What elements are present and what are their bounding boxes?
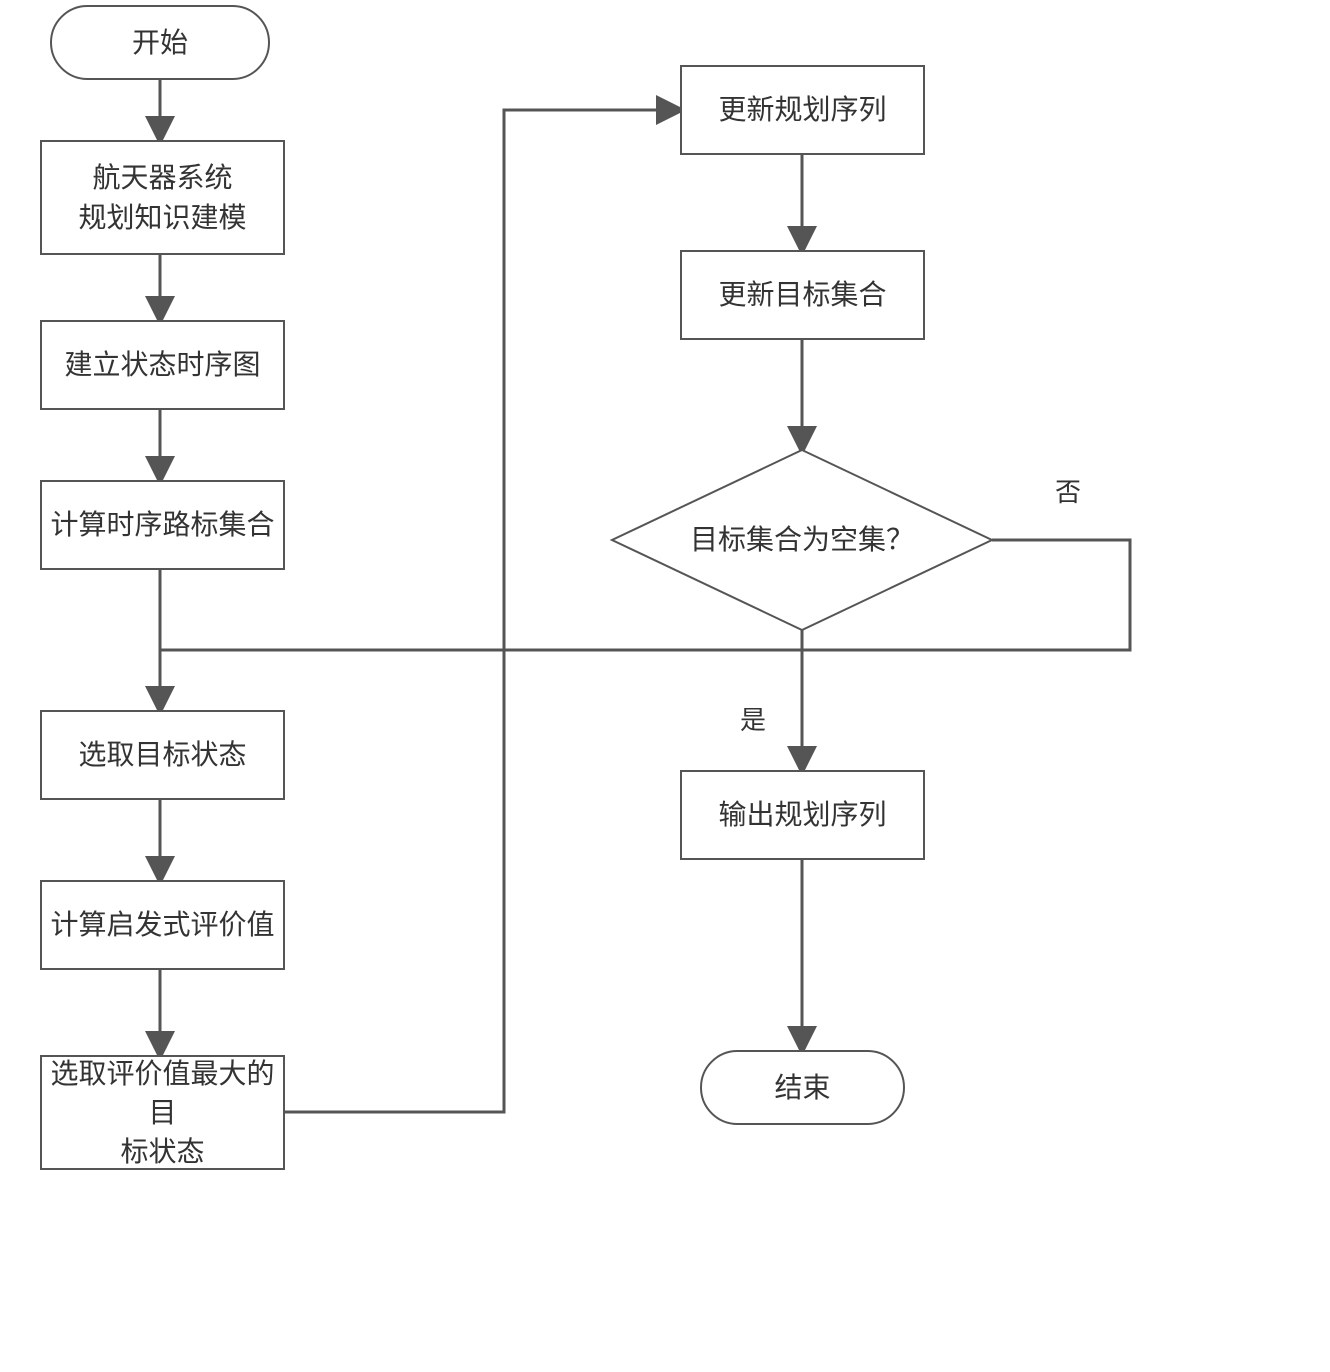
node-compute-landmarks: 计算时序路标集合 [40, 480, 285, 570]
edge-label-yes: 是 [740, 700, 766, 737]
node-build-timing: 建立状态时序图 [40, 320, 285, 410]
node-update-plan-label: 更新规划序列 [718, 90, 886, 129]
node-modeling-label: 航天器系统 规划知识建模 [78, 158, 246, 236]
node-compute-landmarks-label: 计算时序路标集合 [50, 505, 274, 544]
edge-label-yes-text: 是 [740, 705, 766, 735]
node-select-max: 选取评价值最大的目 标状态 [40, 1055, 285, 1170]
node-compute-heuristic-label: 计算启发式评价值 [50, 905, 274, 944]
node-output-plan: 输出规划序列 [680, 770, 925, 860]
edge-label-no: 否 [1055, 472, 1081, 509]
flow-start: 开始 [50, 5, 270, 80]
node-update-goals: 更新目标集合 [680, 250, 925, 340]
node-output-plan-label: 输出规划序列 [718, 795, 886, 834]
decision-empty-check: 目标集合为空集？ [612, 450, 992, 630]
node-select-target-label: 选取目标状态 [78, 735, 246, 774]
node-build-timing-label: 建立状态时序图 [64, 345, 260, 384]
node-select-target: 选取目标状态 [40, 710, 285, 800]
node-modeling: 航天器系统 规划知识建模 [40, 140, 285, 255]
node-select-max-label: 选取评价值最大的目 标状态 [42, 1054, 283, 1172]
node-update-plan: 更新规划序列 [680, 65, 925, 155]
decision-empty-check-label: 目标集合为空集？ [690, 520, 914, 559]
flow-end-label: 结束 [774, 1068, 830, 1107]
node-compute-heuristic: 计算启发式评价值 [40, 880, 285, 970]
flow-end: 结束 [700, 1050, 905, 1125]
edge-label-no-text: 否 [1055, 477, 1081, 507]
node-update-goals-label: 更新目标集合 [718, 275, 886, 314]
flow-start-label: 开始 [132, 23, 188, 62]
